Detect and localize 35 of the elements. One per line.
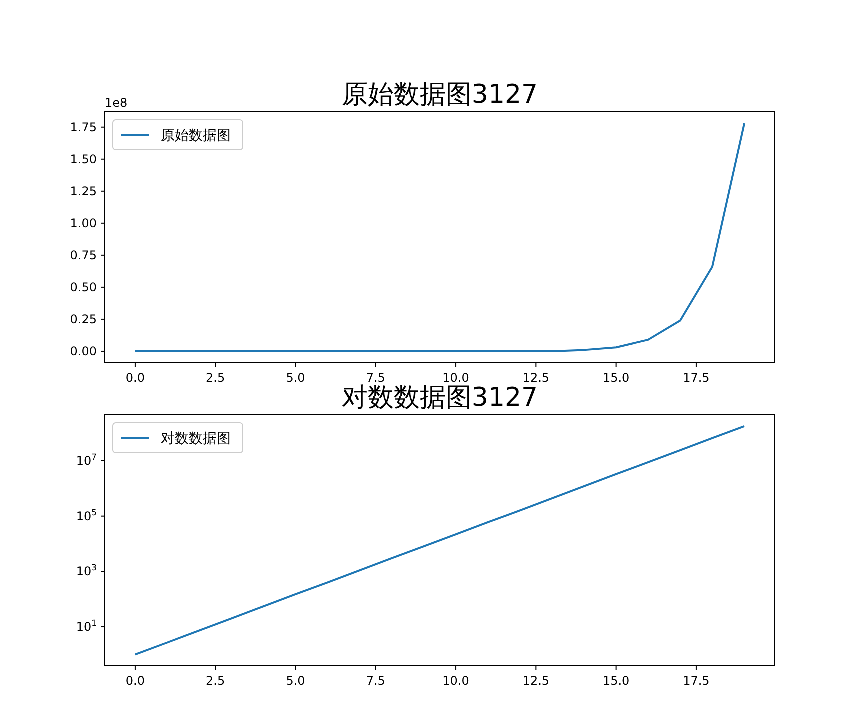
x-tick-label: 10.0 <box>442 371 470 385</box>
y-tick-label: 10$^{5}$ <box>76 507 97 524</box>
x-tick-label: 2.5 <box>206 371 226 385</box>
x-tick-label: 15.0 <box>602 674 630 688</box>
y-tick-label: 1.75 <box>70 120 97 134</box>
x-tick-label: 15.0 <box>602 371 630 385</box>
line-series <box>134 122 746 352</box>
y-tick-label: 1.25 <box>70 184 97 198</box>
y-tick-label: 1.00 <box>70 216 97 230</box>
x-tick-label: 7.5 <box>366 371 386 385</box>
y-tick-label: 1.50 <box>70 152 97 166</box>
x-tick-label: 12.5 <box>522 371 550 385</box>
x-tick-label: 12.5 <box>522 674 550 688</box>
y-tick-label: 10$^{1}$ <box>76 618 97 634</box>
y-tick-label: 10$^{3}$ <box>76 562 97 579</box>
y-tick-label: 0.50 <box>70 280 97 294</box>
line-series <box>134 425 746 656</box>
x-tick-label: 7.5 <box>366 674 386 688</box>
x-tick-label: 2.5 <box>206 674 226 688</box>
x-tick-label: 0.0 <box>126 674 145 688</box>
y-tick-label: 0.00 <box>70 344 97 358</box>
y-tick-label: 10$^{7}$ <box>76 452 97 468</box>
x-tick-label: 5.0 <box>286 371 306 385</box>
chart-title: 对数数据图3127 <box>342 383 538 413</box>
legend-label: 原始数据图 <box>161 128 231 144</box>
x-tick-label: 17.5 <box>683 674 710 688</box>
x-tick-label: 5.0 <box>286 674 306 688</box>
legend-label: 对数数据图 <box>161 431 231 447</box>
y-tick-label: 0.75 <box>70 248 97 262</box>
text: 1e8 <box>105 96 128 110</box>
y-tick-label: 0.25 <box>70 312 97 326</box>
x-tick-label: 10.0 <box>442 674 470 688</box>
chart-title: 原始数据图3127 <box>342 80 538 110</box>
x-tick-label: 0.0 <box>126 371 145 385</box>
x-tick-label: 17.5 <box>683 371 710 385</box>
